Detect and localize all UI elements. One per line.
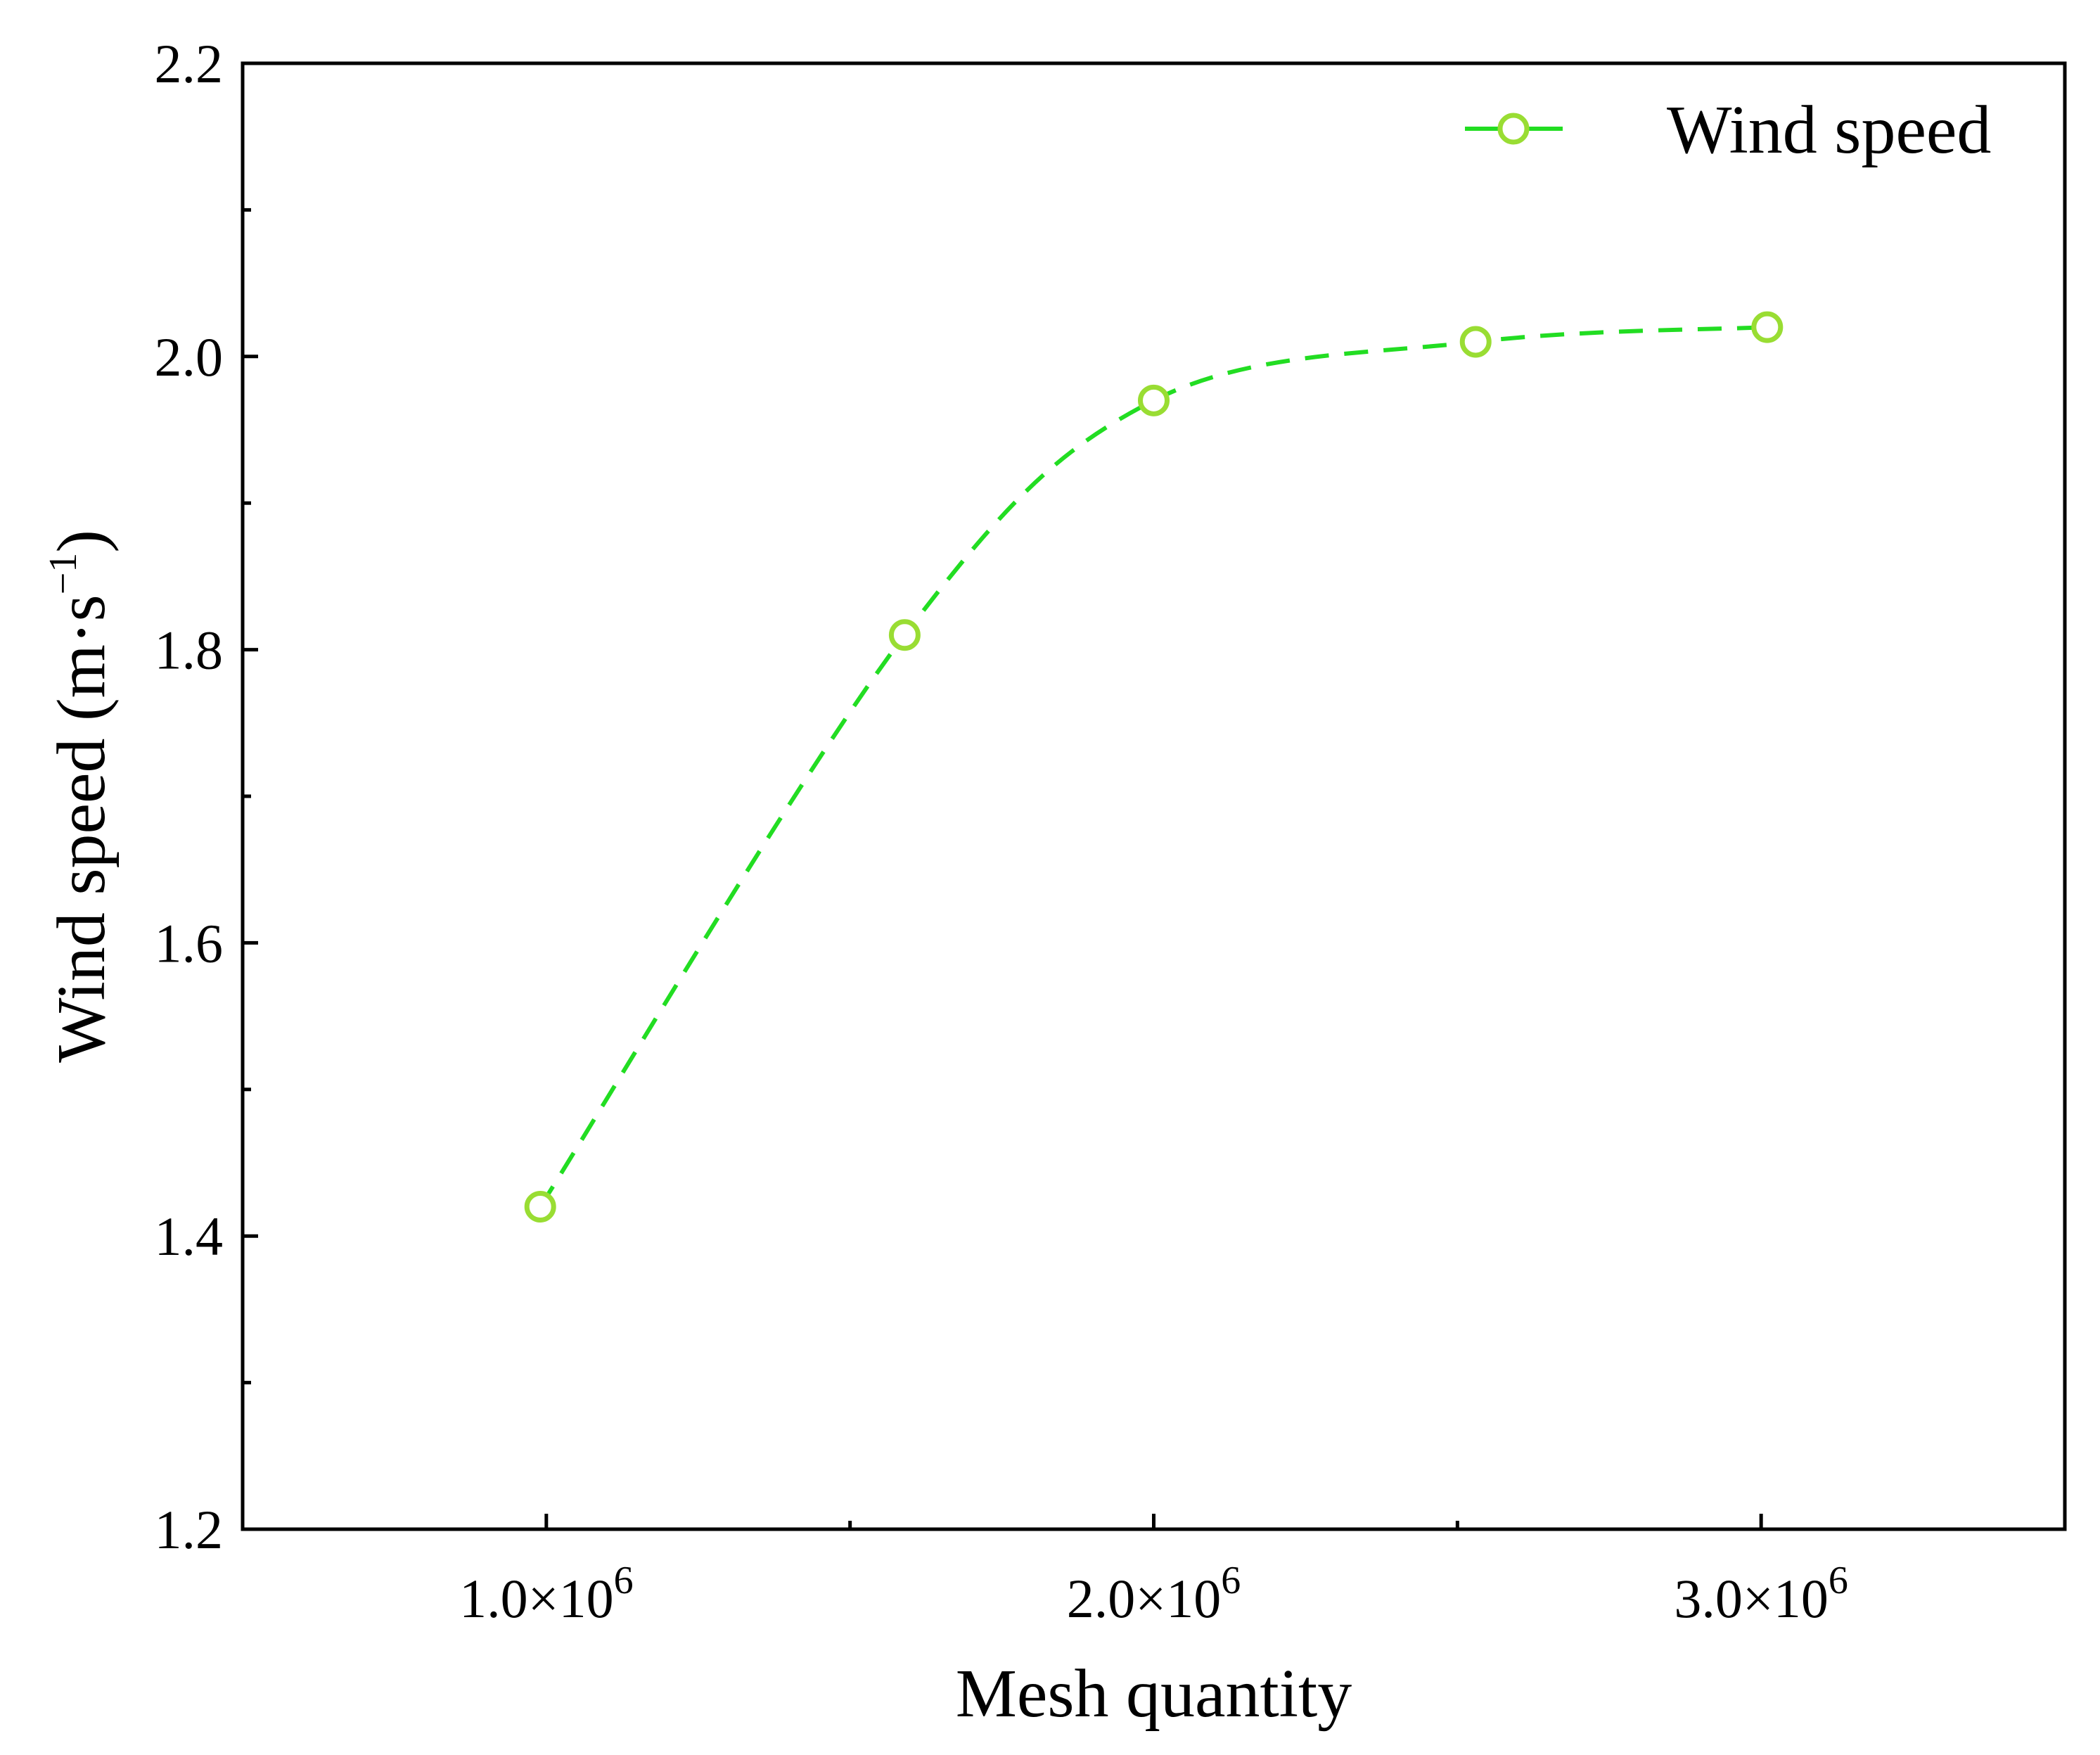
y-tick-label: 1.6 xyxy=(155,912,224,974)
series-markers xyxy=(524,311,1784,1223)
y-axis-title-superscript: −1 xyxy=(41,553,85,595)
data-point xyxy=(1751,311,1784,343)
y-axis-title-close: ) xyxy=(44,530,120,553)
y-tick-label: 2.0 xyxy=(155,326,224,388)
y-tick-label: 1.2 xyxy=(155,1499,224,1560)
x-axis-ticks xyxy=(544,1514,1763,1529)
legend-label: Wind speed xyxy=(1667,92,1991,168)
data-point xyxy=(1459,326,1492,358)
x-axis-tick-labels: 1.0×106 2.0×106 3.0×106 xyxy=(459,1559,1848,1629)
legend: Wind speed xyxy=(1465,92,1991,168)
plot-frame xyxy=(241,61,2067,1531)
y-axis-title-main: Wind speed (m·s xyxy=(44,594,120,1063)
x-tick-exponent: 6 xyxy=(1829,1559,1848,1602)
x-tick-exponent: 6 xyxy=(614,1559,634,1602)
y-tick-label: 1.4 xyxy=(155,1206,224,1267)
y-axis-ticks xyxy=(243,61,258,1531)
x-tick-label: 2.0×106 xyxy=(1067,1559,1241,1629)
y-tick-label: 2.2 xyxy=(155,33,224,94)
y-tick-label: 1.8 xyxy=(155,620,224,681)
data-point xyxy=(524,1191,556,1223)
y-axis-title: Wind speed (m·s−1) xyxy=(41,530,120,1063)
x-tick-mantissa: 3.0×10 xyxy=(1674,1568,1829,1629)
x-tick-exponent: 6 xyxy=(1221,1559,1241,1602)
x-tick-mantissa: 2.0×10 xyxy=(1067,1568,1222,1629)
data-point xyxy=(888,619,921,651)
plot-area xyxy=(241,61,2067,1531)
x-tick-mantissa: 1.0×10 xyxy=(459,1568,614,1629)
x-tick-label: 3.0×106 xyxy=(1674,1559,1848,1629)
x-axis-title: Mesh quantity xyxy=(956,1656,1352,1732)
series-line-wind-speed xyxy=(538,325,1767,1208)
data-point xyxy=(1138,384,1170,416)
legend-marker xyxy=(1497,113,1530,145)
x-tick-label: 1.0×106 xyxy=(459,1559,634,1629)
y-axis-tick-labels: 1.2 1.4 1.6 1.8 2.0 2.2 xyxy=(155,33,224,1560)
